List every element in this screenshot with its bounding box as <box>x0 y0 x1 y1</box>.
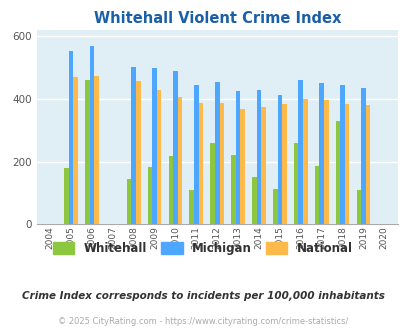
Bar <box>365 105 369 224</box>
Bar <box>261 107 265 224</box>
Bar <box>293 143 298 224</box>
Legend: Whitehall, Michigan, National: Whitehall, Michigan, National <box>48 237 357 260</box>
Bar <box>272 189 277 224</box>
Bar <box>281 104 286 224</box>
Bar <box>240 109 244 224</box>
Bar <box>314 166 319 224</box>
Bar <box>64 168 68 224</box>
Bar <box>344 104 349 224</box>
Bar <box>219 103 224 224</box>
Bar <box>214 82 219 224</box>
Bar <box>136 81 140 224</box>
Bar <box>319 83 323 224</box>
Bar <box>168 156 173 224</box>
Bar <box>194 85 198 224</box>
Bar <box>298 80 302 224</box>
Title: Whitehall Violent Crime Index: Whitehall Violent Crime Index <box>93 11 340 26</box>
Text: Crime Index corresponds to incidents per 100,000 inhabitants: Crime Index corresponds to incidents per… <box>21 291 384 301</box>
Bar <box>323 100 328 224</box>
Bar <box>252 177 256 224</box>
Bar <box>302 99 307 224</box>
Bar <box>277 95 281 224</box>
Bar <box>198 103 203 224</box>
Bar <box>360 88 365 224</box>
Bar <box>230 155 235 224</box>
Bar <box>256 90 261 224</box>
Bar <box>126 179 131 224</box>
Bar <box>73 78 78 224</box>
Bar <box>156 90 161 224</box>
Bar <box>177 97 182 224</box>
Bar <box>210 143 214 224</box>
Bar <box>173 71 177 224</box>
Bar <box>131 67 136 224</box>
Bar <box>339 85 344 224</box>
Bar <box>335 121 339 224</box>
Bar <box>147 167 152 224</box>
Bar <box>68 51 73 224</box>
Bar <box>356 190 360 224</box>
Bar <box>85 80 90 224</box>
Bar <box>189 190 194 224</box>
Bar <box>235 91 240 224</box>
Text: © 2025 CityRating.com - https://www.cityrating.com/crime-statistics/: © 2025 CityRating.com - https://www.city… <box>58 317 347 326</box>
Bar <box>152 68 156 224</box>
Bar <box>94 76 98 224</box>
Bar <box>90 46 94 224</box>
